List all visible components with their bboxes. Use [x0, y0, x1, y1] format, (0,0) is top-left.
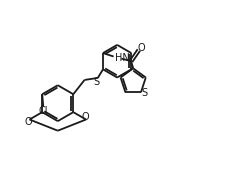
Text: O: O	[81, 112, 89, 122]
Text: O: O	[137, 43, 145, 52]
Text: S: S	[94, 77, 100, 87]
Text: HN: HN	[115, 52, 130, 62]
Text: Cl: Cl	[39, 105, 48, 116]
Text: O: O	[25, 117, 32, 127]
Text: S: S	[141, 88, 147, 98]
